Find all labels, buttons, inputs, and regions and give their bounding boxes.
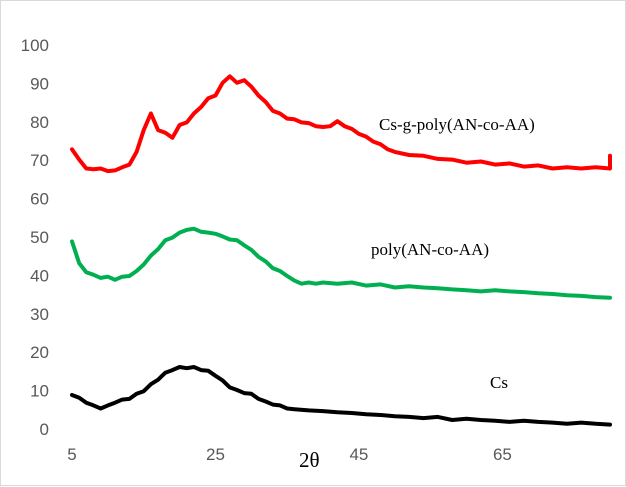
- y-tick-label: 80: [30, 113, 49, 132]
- series-label-cs: Cs: [490, 373, 508, 392]
- x-axis-title: 2θ: [299, 448, 320, 472]
- y-tick-label: 20: [30, 343, 49, 362]
- series-label-poly-an-co-aa: poly(AN-co-AA): [371, 240, 489, 259]
- x-axis-ticks: 5 25 45 65: [67, 445, 512, 464]
- y-tick-label: 50: [30, 228, 49, 247]
- x-tick-label: 5: [67, 445, 76, 464]
- x-tick-label: 45: [349, 445, 368, 464]
- y-tick-label: 90: [30, 74, 49, 93]
- y-tick-label: 30: [30, 305, 49, 324]
- y-tick-label: 60: [30, 190, 49, 209]
- y-tick-label: 100: [21, 36, 49, 55]
- y-tick-label: 40: [30, 266, 49, 285]
- y-tick-label: 10: [30, 382, 49, 401]
- series-label-cs-g-poly: Cs-g-poly(AN-co-AA): [379, 115, 535, 134]
- series-line: [70, 74, 612, 174]
- y-tick-label: 0: [40, 420, 49, 439]
- plot-lines: [70, 74, 612, 427]
- x-tick-label: 65: [493, 445, 512, 464]
- y-tick-label: 70: [30, 151, 49, 170]
- y-axis-ticks: 0 10 20 30 40 50 60 70 80 90 100: [21, 36, 49, 439]
- series-line: [70, 226, 612, 300]
- series-line: [70, 365, 612, 427]
- x-tick-label: 25: [206, 445, 225, 464]
